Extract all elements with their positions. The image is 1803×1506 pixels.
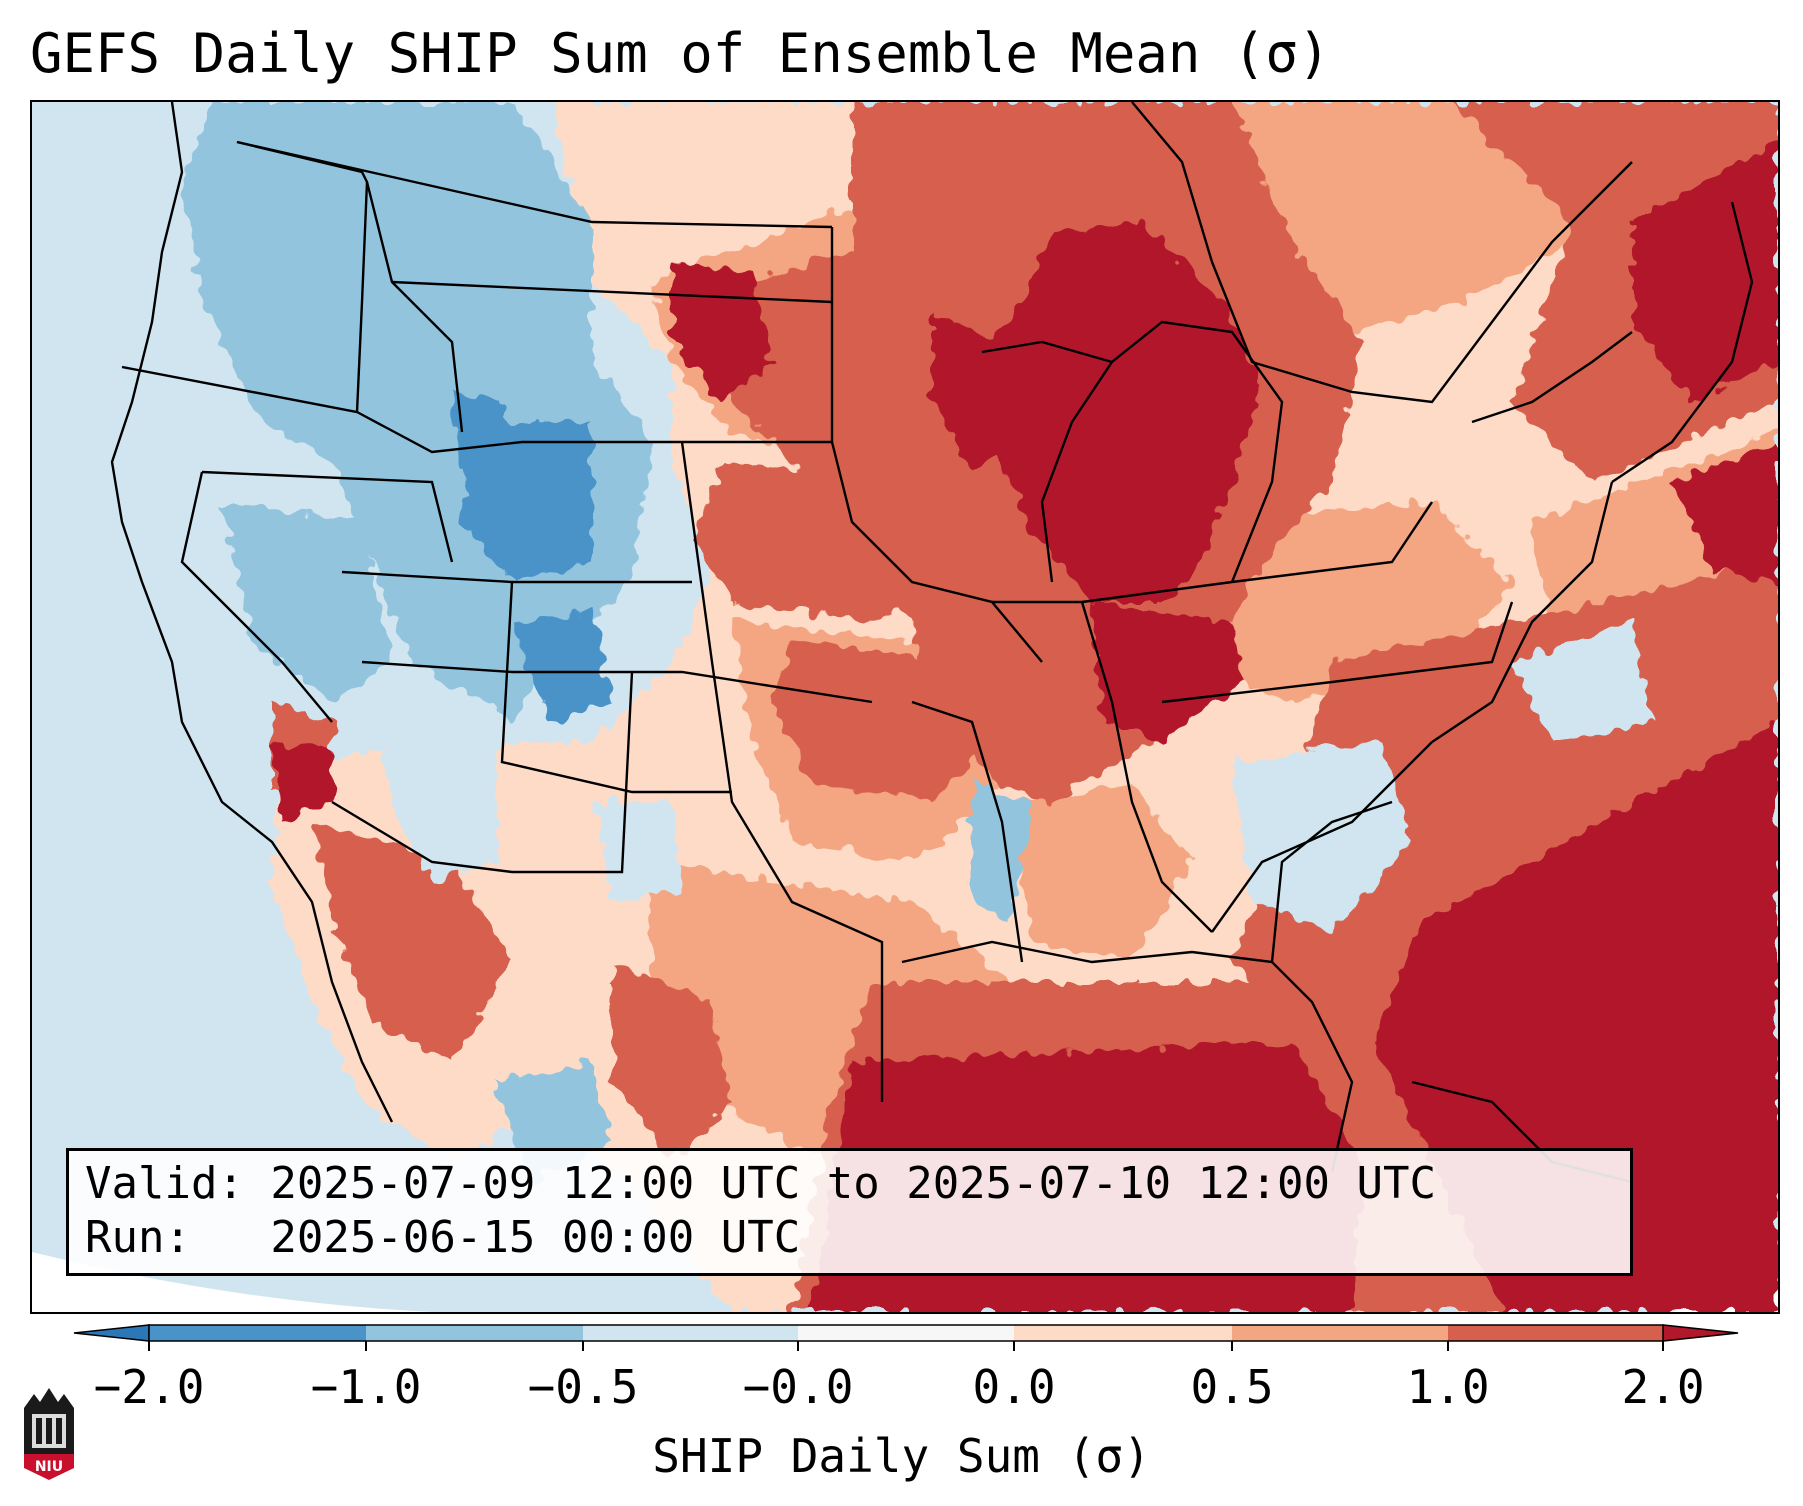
colorbar-tick-label: 0.0 — [972, 1360, 1056, 1414]
colorbar-tick-label: 1.0 — [1406, 1360, 1490, 1414]
valid-time-text: Valid: 2025-07-09 12:00 UTC to 2025-07-1… — [85, 1158, 1437, 1209]
colorbar-tick-label: 2.0 — [1621, 1360, 1705, 1414]
colorbar-bin — [366, 1325, 583, 1341]
colorbar-tick-label: −2.0 — [93, 1360, 205, 1414]
colorbar-label: SHIP Daily Sum (σ) — [652, 1429, 1151, 1483]
colorbar-extend-low — [73, 1324, 150, 1342]
colorbar-bin — [1014, 1325, 1232, 1341]
anomaly-blocks — [182, 102, 1778, 1312]
niu-logo: NIU — [24, 1388, 74, 1480]
colorbar-bin — [583, 1325, 798, 1341]
run-time-text: Run: 2025-06-15 00:00 UTC — [85, 1212, 801, 1263]
colorbar-bin — [1448, 1325, 1663, 1341]
map-panel[interactable] — [30, 100, 1780, 1314]
colorbar-bin — [1232, 1325, 1448, 1341]
boundary-lines — [110, 102, 1754, 1184]
colorbar-extend-high — [1662, 1324, 1739, 1342]
colorbar-tick-label: 0.5 — [1190, 1360, 1274, 1414]
ship-anomaly-field — [32, 102, 1778, 1312]
valid-run-info-box: Valid: 2025-07-09 12:00 UTC to 2025-07-1… — [66, 1148, 1633, 1276]
colorbar — [73, 1324, 1739, 1351]
svg-text:NIU: NIU — [35, 1459, 63, 1475]
colorbar-tick-label: −1.0 — [310, 1360, 422, 1414]
domain-edge-sw — [32, 1252, 432, 1312]
colorbar-frame — [148, 1324, 1664, 1342]
colorbar-bin — [149, 1325, 366, 1341]
map-title: GEFS Daily SHIP Sum of Ensemble Mean (σ) — [30, 22, 1331, 85]
colorbar-tick-label: −0.0 — [742, 1360, 854, 1414]
colorbar-bin — [798, 1325, 1014, 1341]
colorbar-tick-label: −0.5 — [527, 1360, 639, 1414]
